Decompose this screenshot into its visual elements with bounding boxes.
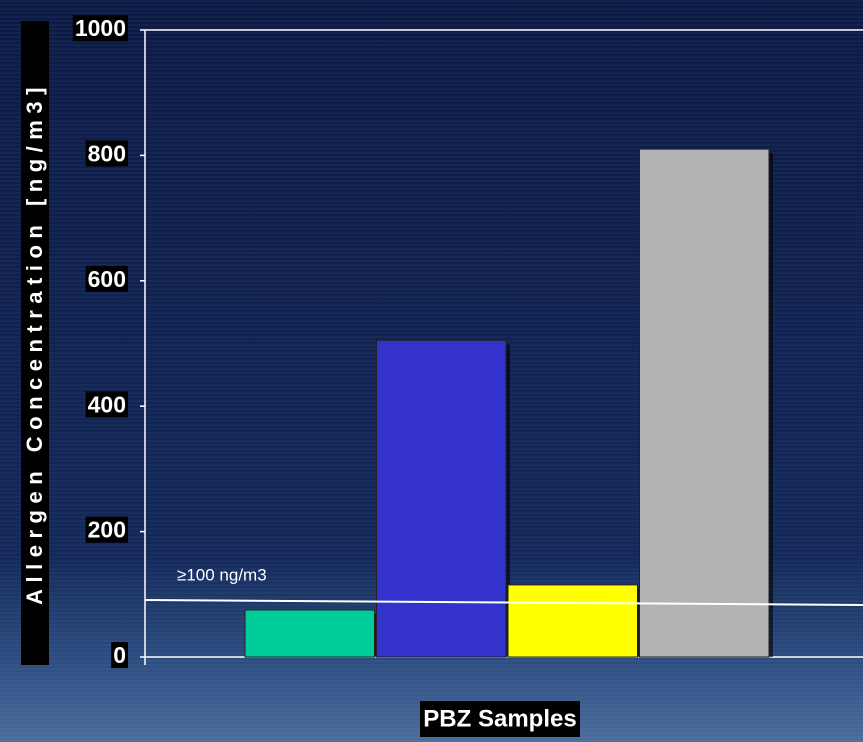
bar bbox=[244, 609, 375, 658]
y-tick-label: 400 bbox=[88, 391, 126, 417]
y-axis-label: Allergen Concentration [ng/m3] bbox=[22, 81, 47, 605]
y-tick-label: 1000 bbox=[75, 15, 126, 41]
bar bbox=[639, 148, 770, 658]
x-axis-label: PBZ Samples bbox=[423, 705, 576, 732]
tick-label-box bbox=[72, 15, 128, 42]
bar bbox=[376, 339, 507, 658]
reference-line bbox=[144, 598, 863, 606]
tick-label-box bbox=[85, 140, 128, 167]
y-tick-label: 600 bbox=[88, 266, 126, 292]
tick-label-box bbox=[111, 642, 128, 669]
y-label-box bbox=[21, 21, 49, 665]
y-tick-label: 800 bbox=[88, 140, 126, 166]
y-tick-label: 200 bbox=[88, 517, 126, 543]
tick-label-box bbox=[85, 265, 128, 292]
reference-label: ≥100 ng/m3 bbox=[177, 565, 267, 584]
x-label-box bbox=[420, 701, 580, 737]
bar bbox=[507, 584, 638, 658]
tick-label-box bbox=[85, 391, 128, 418]
tick-label-box bbox=[85, 516, 128, 543]
y-tick-label: 0 bbox=[113, 642, 126, 668]
